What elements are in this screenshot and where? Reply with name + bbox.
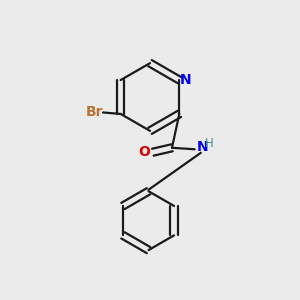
Text: H: H — [205, 137, 214, 151]
Text: Br: Br — [85, 106, 103, 119]
Text: N: N — [180, 73, 192, 87]
Text: N: N — [196, 140, 208, 154]
Text: O: O — [138, 145, 150, 159]
